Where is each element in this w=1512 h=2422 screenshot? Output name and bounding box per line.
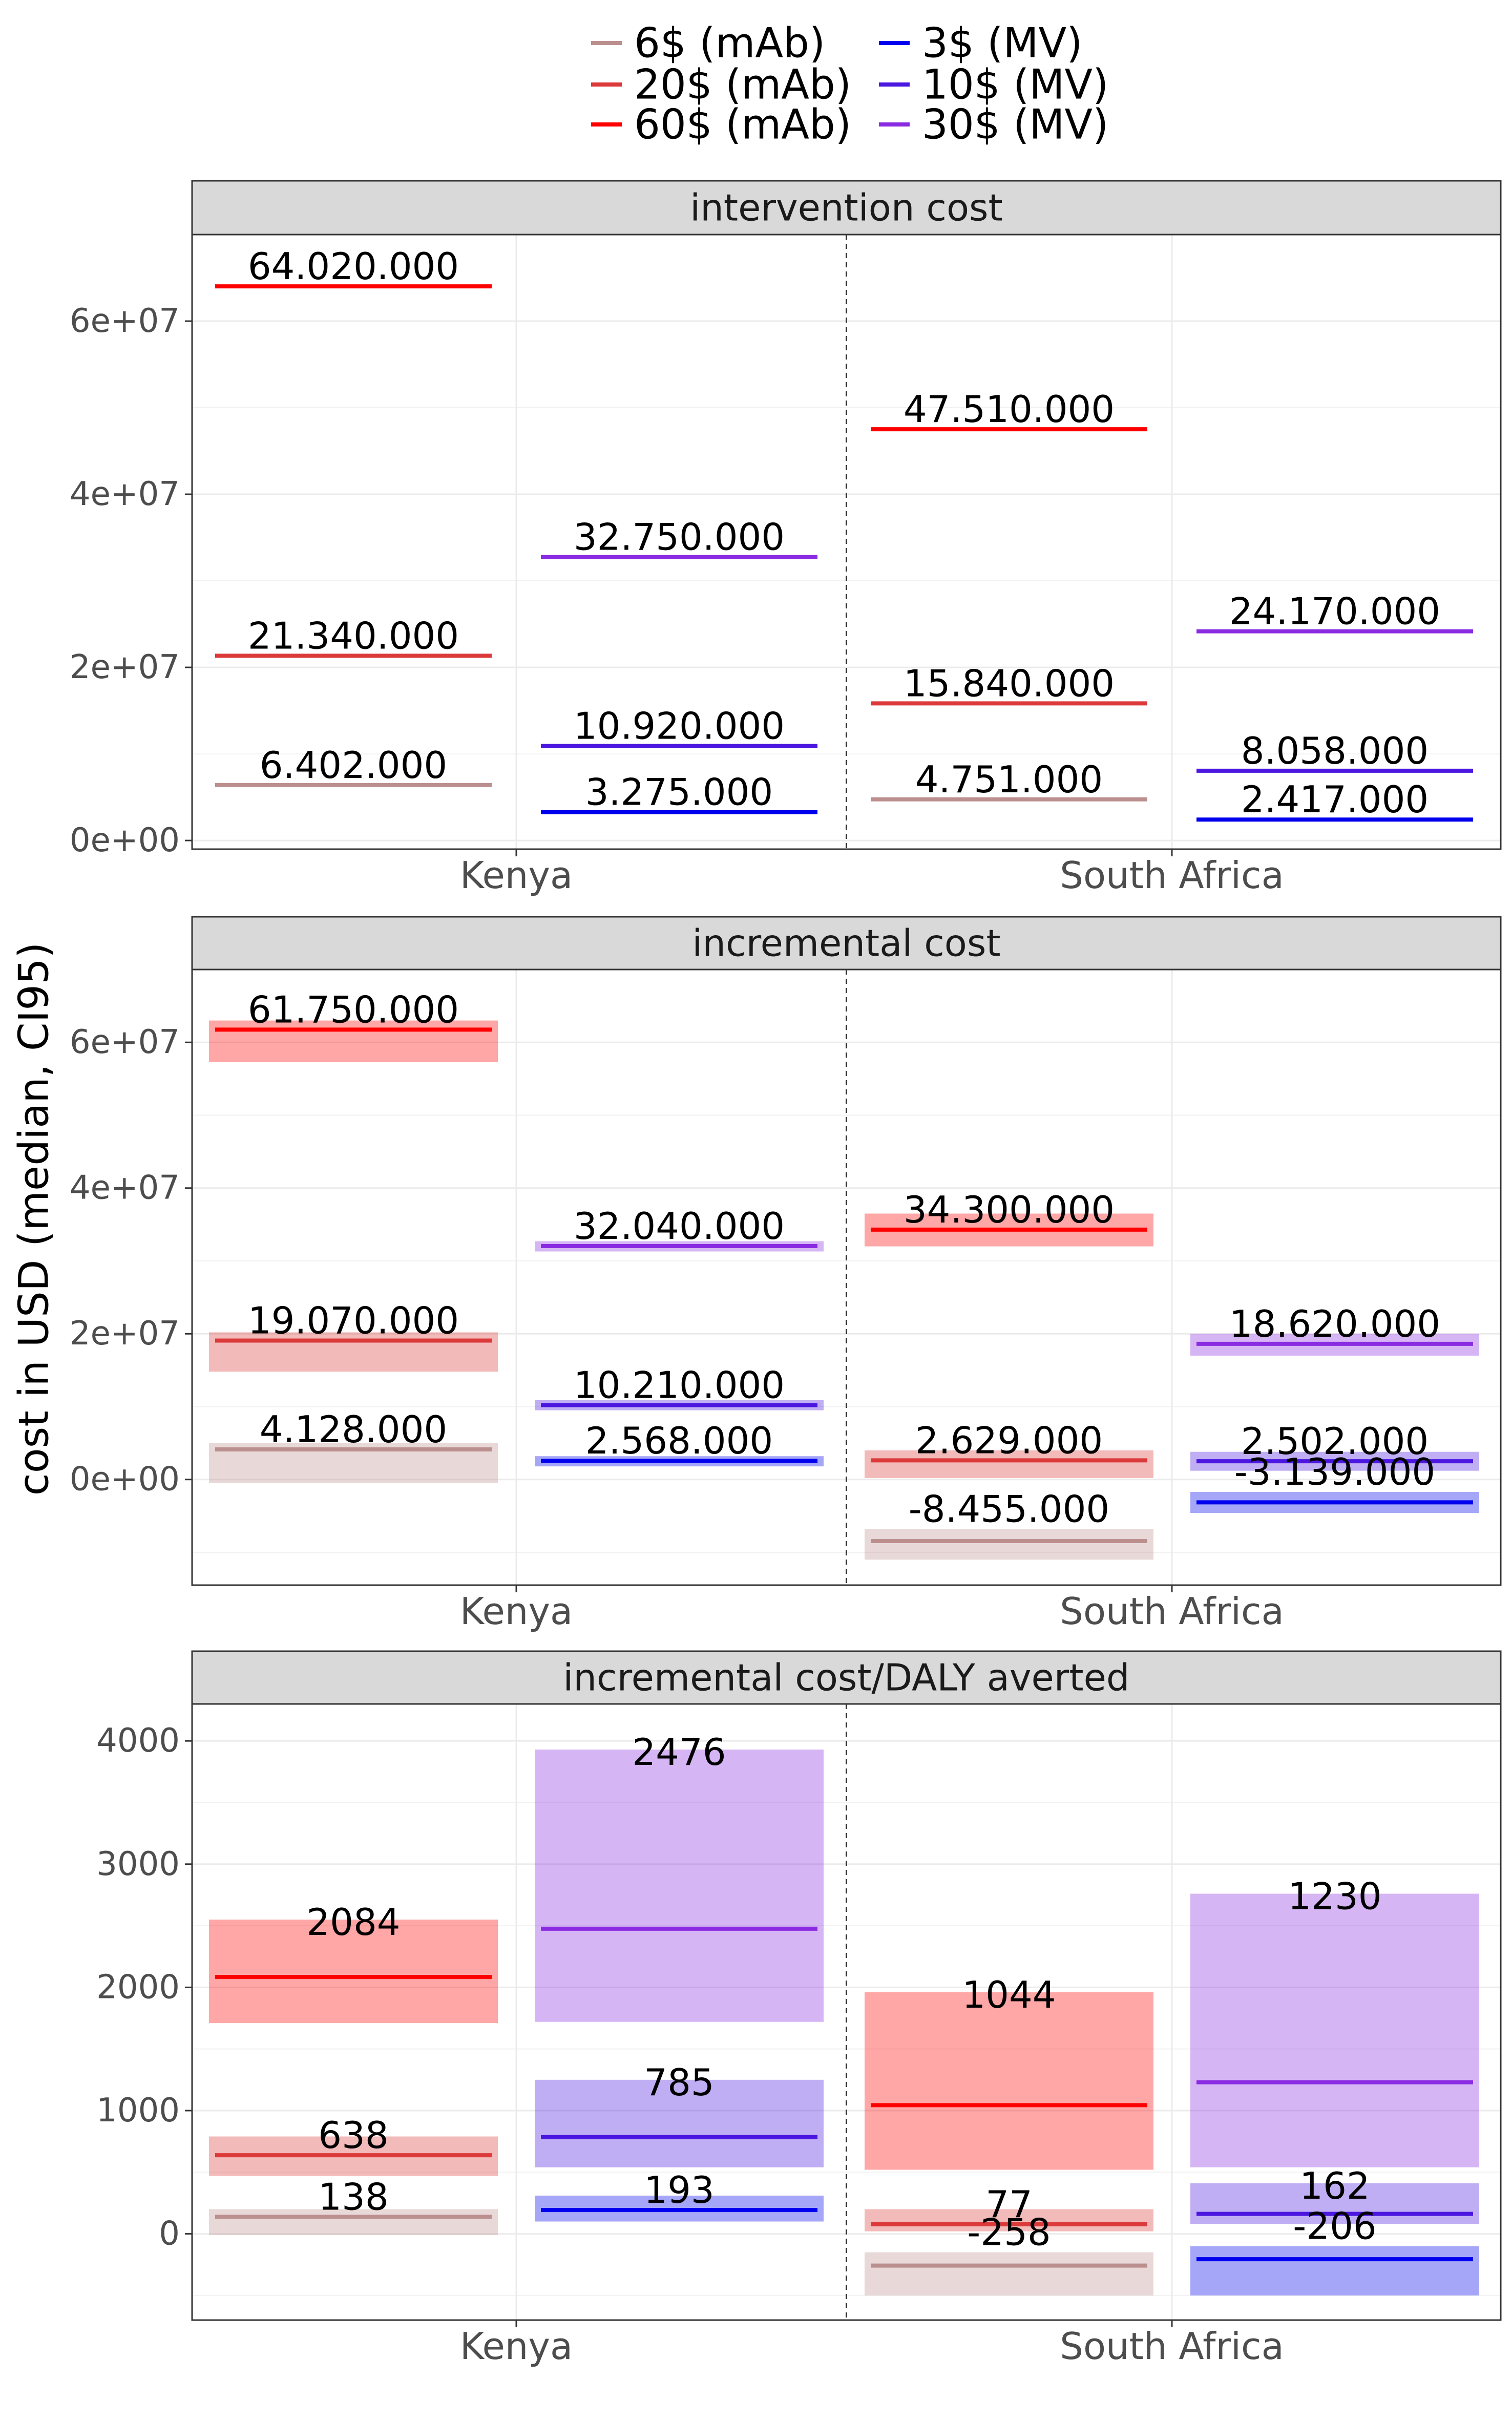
y-tick-label: 0	[159, 2215, 180, 2253]
x-tick-label: South Africa	[1060, 854, 1284, 897]
x-tick-label: Kenya	[460, 2325, 573, 2368]
y-tick-label: 1000	[96, 2092, 180, 2130]
facet-title: incremental cost	[692, 922, 1000, 965]
data-label: 24.170.000	[1229, 590, 1440, 633]
ci-box	[1190, 1893, 1479, 2167]
data-label: 4.128.000	[260, 1408, 447, 1451]
data-label: 32.040.000	[574, 1205, 785, 1248]
legend-label: 30$ (MV)	[922, 101, 1108, 149]
data-label: 2.502.000	[1241, 1420, 1429, 1463]
ci-box	[535, 1750, 824, 2022]
facet-title: intervention cost	[690, 186, 1003, 229]
legend-item: 10$ (MV)	[879, 61, 1108, 109]
y-tick-label: 6e+07	[70, 1023, 180, 1061]
facet-panel: intervention cost 6.402.000 21.340.000 64.0…	[70, 180, 1502, 897]
legend-item: 3$ (MV)	[879, 19, 1082, 67]
data-label: 64.020.000	[248, 245, 459, 288]
facet-panels: intervention cost 6.402.000 21.340.000 64.0…	[70, 180, 1502, 2368]
data-label: 193	[644, 2168, 714, 2212]
data-label: 8.058.000	[1241, 729, 1429, 772]
data-label: 15.840.000	[904, 662, 1115, 705]
data-label: 61.750.000	[248, 988, 459, 1031]
data-label: -206	[1293, 2205, 1376, 2248]
panel-border	[191, 968, 1502, 1586]
data-label: 18.620.000	[1229, 1302, 1440, 1345]
data-label: 162	[1299, 2164, 1370, 2207]
y-axis-label: cost in USD (median, CI95)	[10, 942, 58, 1496]
legend-label: 20$ (mAb)	[634, 61, 851, 109]
ci-box	[865, 2209, 1153, 2231]
facet-strip	[191, 916, 1502, 971]
data-label: 138	[318, 2175, 388, 2218]
x-tick-label: Kenya	[460, 854, 573, 897]
data-label: 34.300.000	[904, 1188, 1115, 1231]
data-label: 6.402.000	[260, 744, 447, 787]
ci-box	[865, 2252, 1153, 2295]
data-label: 638	[318, 2114, 388, 2157]
y-tick-label: 4e+07	[70, 475, 180, 513]
x-tick-label: Kenya	[460, 1590, 573, 1633]
ci-box	[865, 1992, 1153, 2170]
facet-title: incremental cost/DALY averted	[563, 1656, 1129, 1699]
y-tick-label: 2000	[96, 1968, 180, 2006]
data-label: 10.210.000	[574, 1364, 785, 1407]
legend-item: 20$ (mAb)	[591, 61, 851, 109]
data-label: -3.139.000	[1234, 1450, 1435, 1493]
x-tick-label: South Africa	[1060, 1590, 1284, 1633]
y-tick-label: 2e+07	[70, 648, 180, 686]
data-label: 785	[644, 2061, 714, 2104]
data-label: 77	[985, 2183, 1033, 2226]
y-tick-label: 6e+07	[70, 302, 180, 340]
data-label: 2.417.000	[1241, 778, 1429, 821]
facet-panel: incremental cost 4.128.000 19.070.000 61.75…	[70, 916, 1502, 1633]
data-label: 2476	[632, 1731, 726, 1774]
y-tick-label: 0e+00	[70, 1461, 180, 1499]
ci-box	[1190, 2183, 1479, 2224]
data-label: 10.920.000	[574, 705, 785, 748]
data-label: 4.751.000	[915, 758, 1103, 801]
facet-strip	[191, 180, 1502, 236]
ci-box	[209, 1020, 498, 1062]
panel-border	[191, 234, 1502, 850]
y-tick-label: 4000	[96, 1722, 180, 1760]
panel-border	[191, 1703, 1502, 2321]
facet-panel: incremental cost/DALY averted 138 638 2084 1…	[96, 1650, 1502, 2368]
data-label: 47.510.000	[904, 388, 1115, 431]
legend-label: 10$ (MV)	[922, 61, 1108, 109]
data-label: 2084	[306, 1901, 400, 1944]
y-tick-label: 3000	[96, 1845, 180, 1883]
data-label: 1230	[1288, 1875, 1381, 1918]
ci-box	[1190, 2246, 1479, 2295]
data-label: 21.340.000	[248, 614, 459, 657]
data-label: -8.455.000	[909, 1487, 1109, 1530]
facet-strip	[191, 1650, 1502, 1705]
y-tick-label: 2e+07	[70, 1315, 180, 1353]
legend-label: 6$ (mAb)	[634, 19, 825, 67]
ci-box	[865, 1450, 1153, 1478]
x-tick-label: South Africa	[1060, 2325, 1284, 2368]
ci-box	[865, 1529, 1153, 1560]
y-tick-label: 4e+07	[70, 1169, 180, 1207]
ci-box	[535, 2079, 824, 2167]
y-tick-label: 0e+00	[70, 822, 180, 859]
data-label: 3.275.000	[585, 771, 773, 814]
legend-item: 6$ (mAb)	[591, 19, 825, 67]
ci-box	[209, 1920, 498, 2024]
data-label: 2.629.000	[915, 1419, 1103, 1462]
legend-item: 30$ (MV)	[879, 101, 1108, 149]
legend-label: 60$ (mAb)	[634, 101, 851, 149]
data-label: 2.568.000	[585, 1419, 773, 1462]
data-label: -258	[967, 2211, 1051, 2254]
data-label: 1044	[962, 1973, 1056, 2016]
legend-item: 60$ (mAb)	[591, 101, 851, 149]
data-label: 19.070.000	[248, 1299, 459, 1342]
legend-label: 3$ (MV)	[922, 19, 1082, 67]
ci-box	[209, 2209, 498, 2235]
legend: 6$ (mAb) 20$ (mAb) 60$ (mAb) 3$ (MV) 10$…	[591, 19, 1108, 149]
data-label: 32.750.000	[574, 516, 785, 559]
